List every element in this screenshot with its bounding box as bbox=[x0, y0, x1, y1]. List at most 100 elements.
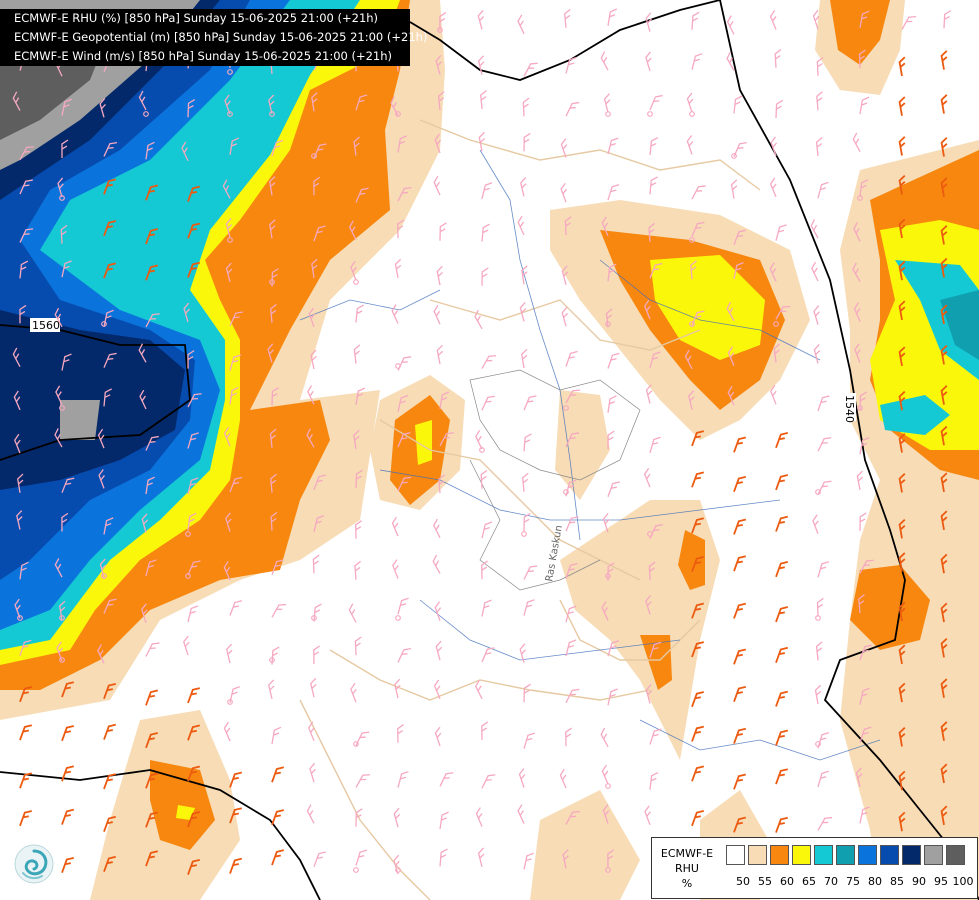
wind-barb bbox=[98, 469, 105, 489]
wind-barb bbox=[898, 727, 906, 747]
wind-barb bbox=[145, 689, 159, 706]
wind-barb bbox=[769, 262, 777, 282]
wind-barb bbox=[481, 599, 492, 617]
wind-barb bbox=[145, 811, 159, 828]
wind-barb bbox=[311, 92, 318, 112]
wind-barb bbox=[313, 474, 327, 491]
wind-barb bbox=[816, 91, 823, 111]
wind-barb bbox=[940, 304, 948, 325]
wind-barb bbox=[859, 179, 869, 197]
wind-barb bbox=[607, 481, 620, 497]
wind-barb bbox=[308, 721, 315, 742]
legend-swatch bbox=[902, 845, 921, 865]
wind-barb bbox=[817, 561, 829, 578]
wind-barb bbox=[649, 771, 659, 790]
wind-barb bbox=[855, 767, 863, 787]
calm-marker bbox=[59, 615, 65, 621]
wind-barb bbox=[859, 10, 870, 28]
wind-barb bbox=[353, 429, 360, 450]
wind-barb bbox=[181, 141, 189, 162]
wind-barb bbox=[103, 178, 117, 195]
wind-barb bbox=[691, 517, 705, 534]
wind-barb bbox=[61, 477, 75, 493]
wind-barb bbox=[649, 94, 663, 111]
calm-marker bbox=[353, 279, 359, 285]
wind-barb bbox=[145, 772, 159, 789]
legend-label: 100 bbox=[952, 875, 974, 888]
wind-barb bbox=[775, 768, 789, 785]
wind-barb bbox=[691, 11, 700, 30]
wind-barb bbox=[267, 679, 275, 699]
wind-barb bbox=[733, 727, 747, 744]
wind-barb bbox=[271, 268, 279, 287]
wind-barb bbox=[858, 594, 865, 614]
wind-barb bbox=[355, 387, 366, 406]
wind-barb bbox=[565, 605, 577, 623]
wind-barb bbox=[397, 135, 408, 153]
wind-barb bbox=[145, 264, 159, 281]
wind-barb bbox=[645, 384, 653, 404]
calm-marker bbox=[563, 405, 569, 411]
wind-barb bbox=[435, 640, 443, 661]
wind-barb bbox=[187, 512, 197, 531]
wind-barb bbox=[817, 770, 829, 788]
wind-barb bbox=[229, 857, 243, 874]
wind-barb bbox=[727, 385, 735, 406]
wind-barb bbox=[607, 395, 617, 413]
wind-barb bbox=[313, 515, 325, 532]
wind-barb bbox=[940, 721, 948, 741]
wind-barb bbox=[727, 346, 735, 366]
wind-barb bbox=[61, 98, 72, 116]
wind-barb bbox=[348, 603, 357, 623]
wind-barb bbox=[649, 436, 661, 454]
wind-barb bbox=[691, 810, 705, 827]
wind-barb bbox=[439, 848, 448, 867]
wind-barb bbox=[12, 91, 21, 111]
wind-barb bbox=[733, 773, 747, 790]
calm-marker bbox=[689, 237, 695, 243]
wind-barb bbox=[397, 394, 409, 412]
wind-barb bbox=[523, 852, 534, 870]
wind-barb bbox=[813, 344, 821, 364]
wind-barb bbox=[859, 726, 872, 743]
wind-barb bbox=[691, 556, 705, 573]
legend-swatch bbox=[748, 845, 767, 865]
wind-barb bbox=[313, 851, 326, 868]
wind-barb bbox=[898, 811, 906, 832]
wind-barb bbox=[775, 305, 791, 320]
wind-barb bbox=[898, 174, 906, 195]
wind-barb bbox=[853, 302, 861, 322]
wind-barb bbox=[603, 93, 611, 113]
calm-marker bbox=[311, 153, 317, 159]
wind-barb bbox=[145, 313, 160, 328]
wind-barb bbox=[434, 601, 442, 621]
wind-barb bbox=[397, 356, 412, 371]
wind-barb bbox=[519, 302, 527, 322]
wind-barb bbox=[56, 641, 63, 662]
wind-barb bbox=[523, 565, 538, 580]
wind-barb bbox=[354, 560, 361, 580]
wind-barb bbox=[940, 510, 948, 531]
wind-barb bbox=[565, 479, 577, 497]
wind-barb bbox=[811, 261, 819, 282]
calm-marker bbox=[269, 111, 275, 117]
wind-barb bbox=[898, 518, 906, 539]
wind-barb bbox=[433, 304, 441, 325]
wind-barb bbox=[138, 343, 147, 363]
wind-barb bbox=[353, 136, 360, 156]
wind-barb bbox=[310, 677, 317, 698]
wind-barb bbox=[733, 685, 747, 702]
legend-swatch bbox=[880, 845, 899, 865]
wind-barb bbox=[691, 53, 703, 70]
wind-barb bbox=[733, 261, 744, 280]
legend-swatch bbox=[814, 845, 833, 865]
wind-barb bbox=[775, 515, 789, 532]
wind-barb bbox=[187, 350, 195, 369]
wind-barb bbox=[898, 644, 906, 665]
wind-barb bbox=[943, 10, 952, 29]
wind-barb bbox=[271, 139, 284, 157]
wind-barb bbox=[940, 763, 948, 784]
wind-barb bbox=[270, 303, 277, 323]
wind-barb bbox=[775, 474, 789, 491]
wind-barb bbox=[355, 731, 370, 746]
